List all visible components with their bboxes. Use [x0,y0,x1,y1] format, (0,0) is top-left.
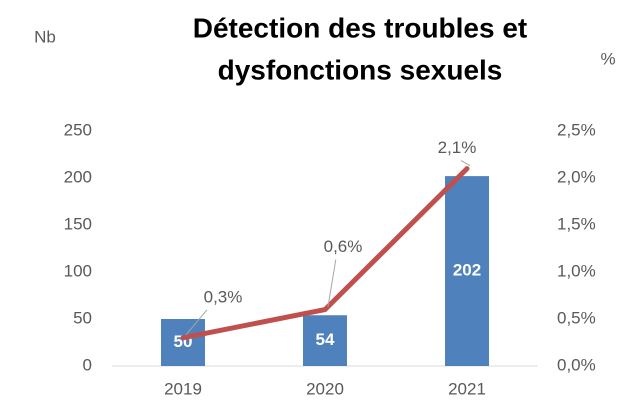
line-value-label: 0,6% [324,237,363,256]
bar [303,315,347,366]
bar-value-label: 202 [453,261,481,280]
y-tick-label: 250 [64,120,92,139]
y2-tick-label: 1,0% [557,261,596,280]
y-tick-label: 0 [83,355,92,374]
line-value-label: 2,1% [438,138,477,157]
chart-title: Détection des troubles et [193,12,528,43]
leader-line [460,160,471,167]
line-value-label: 0,3% [204,287,243,306]
y2-tick-label: 1,5% [557,214,596,233]
chart-title: dysfonctions sexuels [218,54,503,85]
y-axis-label: Nb [34,27,56,46]
y2-tick-label: 2,0% [557,167,596,186]
y2-tick-label: 0,0% [557,355,596,374]
leader-line [185,309,208,336]
y-tick-label: 200 [64,167,92,186]
x-tick-label: 2019 [164,379,202,398]
bar-value-label: 54 [316,330,335,349]
y2-axis-label: % [600,49,615,68]
x-tick-label: 2021 [448,379,486,398]
line [180,166,470,341]
x-tick-label: 2020 [306,379,344,398]
bar [161,319,205,366]
leader-line [327,259,337,307]
y2-tick-label: 0,5% [557,308,596,327]
y-tick-label: 100 [64,261,92,280]
y2-tick-label: 2,5% [557,120,596,139]
bar [445,176,489,366]
y-tick-label: 50 [73,308,92,327]
y-tick-label: 150 [64,214,92,233]
